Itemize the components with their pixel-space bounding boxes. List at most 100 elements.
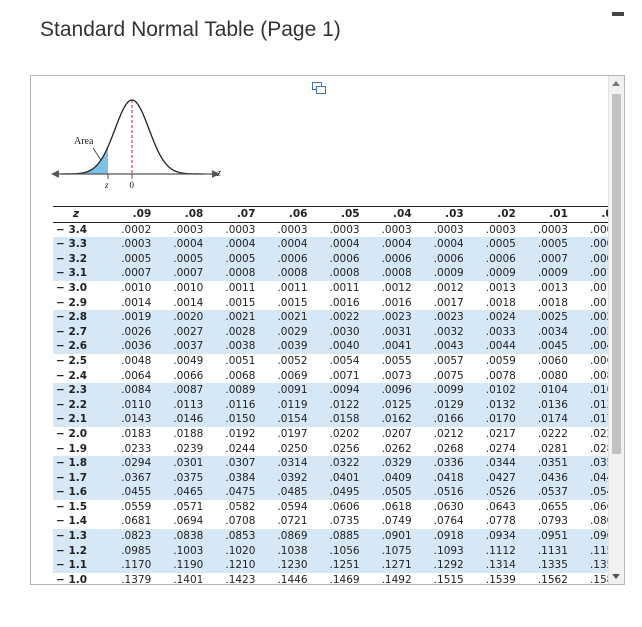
table-cell: .0188 [173, 427, 204, 440]
popout-window-icon[interactable] [312, 82, 326, 94]
table-cell: .0054 [329, 354, 360, 367]
table-cell: .0071 [329, 369, 360, 382]
table-cell: .0336 [415, 456, 468, 471]
table-cell: .0016 [381, 296, 412, 309]
table-cell: .1515 [433, 573, 464, 585]
table-row: − 1.9 .0233 .0239 .0244 .0250 .0256 .0262 .0268… [53, 442, 624, 457]
table-cell: .0110 [103, 397, 156, 413]
table-cell: .0183 [121, 427, 152, 440]
table-cell: .0104 [519, 383, 572, 398]
table-cell: .0026 [103, 324, 156, 340]
vertical-scrollbar[interactable] [608, 76, 624, 584]
table-cell: .0078 [485, 369, 516, 382]
table-cell: .1292 [415, 558, 468, 573]
table-cell: .0080 [537, 369, 568, 382]
table-cell: .0207 [381, 427, 412, 440]
table-cell: .0048 [121, 354, 152, 367]
table-cell: .1020 [207, 543, 260, 559]
table-cell: .0003 [381, 223, 412, 236]
table-cell: .0197 [277, 427, 308, 440]
table-cell: .1562 [537, 573, 568, 585]
row-z-value: − 1.2 [53, 543, 104, 559]
table-cell: .1251 [311, 558, 364, 573]
table-cell: .0129 [415, 397, 468, 413]
table-cell: .0096 [363, 383, 416, 398]
table-cell: .0166 [415, 412, 468, 427]
table-cell: .1003 [155, 543, 208, 559]
row-z-value: − 3.4 [56, 223, 88, 236]
table-cell: .1401 [173, 573, 204, 585]
column-header: .09 [103, 206, 156, 223]
table-viewer[interactable]: Area z 0 z z.09.08.07.06.05.04.03.02.01.… [30, 75, 625, 585]
table-cell: .1539 [485, 573, 516, 585]
table-cell: .1469 [329, 573, 360, 585]
table-cell: .1170 [103, 558, 156, 573]
table-cell: .0017 [433, 296, 464, 309]
table-cell: .0005 [519, 237, 572, 252]
scroll-down-arrow-icon[interactable] [612, 574, 620, 579]
table-cell: .0010 [121, 281, 152, 294]
table-cell: .0132 [467, 397, 520, 413]
table-cell: .0004 [155, 237, 208, 252]
table-cell: .0268 [433, 442, 464, 455]
table-cell: .0749 [381, 515, 412, 528]
table-cell: .0008 [363, 266, 416, 281]
table-cell: .0005 [103, 251, 156, 267]
table-cell: .0116 [207, 397, 260, 413]
table-cell: .0244 [225, 442, 256, 455]
table-cell: .0351 [519, 456, 572, 471]
table-cell: .0643 [485, 500, 516, 513]
table-cell: .0087 [155, 383, 208, 398]
table-cell: .1587 [589, 573, 620, 585]
table-cell: .1112 [467, 543, 520, 559]
table-row: − 1.4 .0681 .0694 .0708 .0721 .0735 .0749 .0764… [53, 514, 624, 529]
table-cell: .0055 [381, 354, 412, 367]
table-cell: .0066 [173, 369, 204, 382]
table-cell: .0069 [277, 369, 308, 382]
table-cell: .0005 [467, 237, 520, 252]
table-cell: .0084 [103, 383, 156, 398]
table-cell: .0031 [363, 324, 416, 340]
table-cell: .0630 [433, 500, 464, 513]
page-title: Standard Normal Table (Page 1) [40, 18, 341, 41]
table-cell: .0008 [311, 266, 364, 281]
table-cell: .0018 [537, 296, 568, 309]
table-row: − 1.3.0823.0838.0853.0869.0885.0901.0918… [53, 529, 624, 544]
table-cell: .0005 [207, 251, 260, 267]
table-cell: .0465 [155, 485, 208, 500]
table-cell: .0003 [225, 223, 256, 236]
table-cell: .1271 [363, 558, 416, 573]
table-cell: .0885 [311, 529, 364, 544]
table-cell: .0143 [103, 412, 156, 427]
scroll-up-arrow-icon[interactable] [612, 81, 620, 86]
table-cell: .0122 [311, 397, 364, 413]
table-cell: .0041 [363, 339, 416, 354]
table-cell: .0475 [207, 485, 260, 500]
table-cell: .0136 [519, 397, 572, 413]
table-cell: .0853 [207, 529, 260, 544]
shaded-area [61, 146, 108, 174]
table-row: − 1.7.0367.0375.0384.0392.0401.0409.0418… [53, 470, 624, 486]
table-cell: .0008 [259, 266, 312, 281]
table-cell: .0004 [259, 237, 312, 252]
table-cell: .0869 [259, 529, 312, 544]
table-cell: .0384 [207, 470, 260, 486]
column-header: .04 [363, 206, 416, 223]
table-cell: .0049 [173, 354, 204, 367]
table-cell: .0495 [311, 485, 364, 500]
row-z-value: − 2.5 [56, 354, 88, 367]
table-cell: .0006 [363, 251, 416, 267]
table-cell: .0011 [329, 281, 360, 294]
table-cell: .0009 [467, 266, 520, 281]
table-cell: .0012 [381, 281, 412, 294]
table-cell: .0985 [103, 543, 156, 559]
table-cell: .0344 [467, 456, 520, 471]
minimize-icon[interactable] [612, 12, 624, 16]
table-cell: .1056 [311, 543, 364, 559]
scroll-thumb[interactable] [612, 94, 621, 454]
table-cell: .0030 [311, 324, 364, 340]
table-cell: .0823 [103, 529, 156, 544]
table-cell: .0027 [155, 324, 208, 340]
table-row: − 2.3.0084.0087.0089.0091.0094.0096.0099… [53, 383, 624, 398]
column-header: .02 [467, 206, 520, 223]
